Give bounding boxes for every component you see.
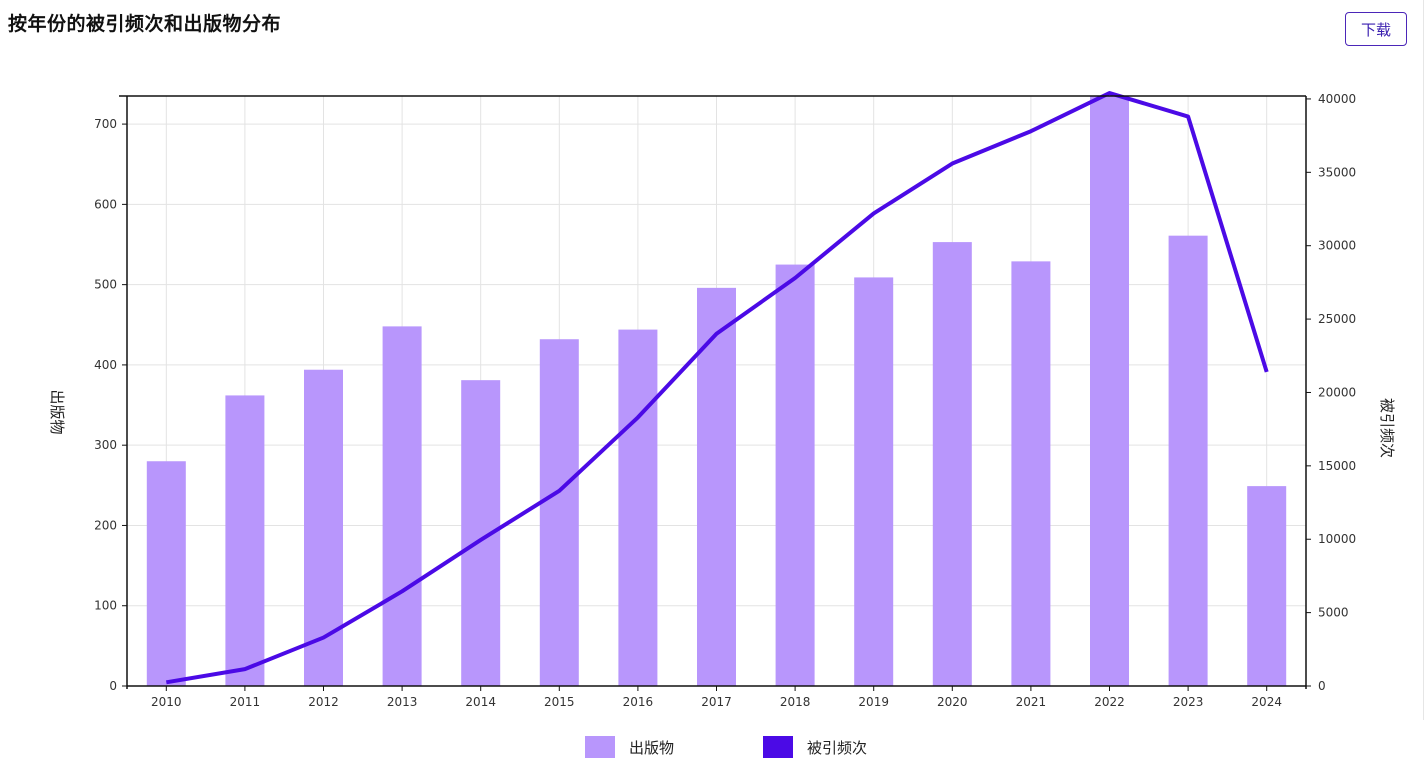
y-tick-label-right: 15000 (1318, 459, 1356, 473)
bar-series-publications (146, 96, 1287, 686)
y-tick-label-left: 400 (94, 358, 117, 372)
legend-label-publications: 出版物 (629, 738, 675, 757)
bar (697, 287, 736, 686)
y-tick-label-left: 300 (94, 438, 117, 452)
x-tick-label: 2018 (780, 695, 811, 709)
bar (932, 242, 972, 686)
x-tick-label: 2015 (544, 695, 575, 709)
x-tick-label: 2013 (387, 695, 418, 709)
y-tick-label-right: 5000 (1318, 606, 1349, 620)
x-tick-label: 2011 (230, 695, 261, 709)
bar (1168, 235, 1208, 686)
y-tick-label-left: 200 (94, 518, 117, 532)
x-tick-label: 2017 (701, 695, 732, 709)
combo-chart: 0 100 200 300 400 500 600 700 0 5000 10000 15000 200… (48, 91, 1396, 709)
y-axis-right-title: 被引频次 (1378, 398, 1396, 458)
x-tick-label: 2022 (1094, 695, 1125, 709)
y-tick-label-right: 0 (1318, 679, 1326, 693)
legend-item-publications[interactable]: 出版物 (585, 734, 674, 760)
download-button[interactable]: 下载 (1345, 12, 1407, 46)
chart-title: 按年份的被引频次和出版物分布 (8, 13, 282, 35)
y-tick-label-left: 600 (94, 197, 117, 211)
bar (1090, 96, 1129, 686)
y-tick-label-right: 35000 (1318, 165, 1356, 179)
y-tick-label-right: 30000 (1318, 239, 1356, 253)
x-tick-label: 2010 (151, 695, 182, 709)
x-tick-label: 2012 (308, 695, 339, 709)
legend-swatch-bar (585, 736, 615, 758)
bar (304, 369, 343, 686)
axes (119, 95, 1311, 691)
legend-swatch-line (763, 736, 793, 758)
legend-item-citations[interactable]: 被引频次 (763, 734, 867, 760)
x-tick-label: 2023 (1173, 695, 1204, 709)
bar (539, 339, 579, 686)
bar (854, 277, 894, 686)
y-tick-label-right: 10000 (1318, 532, 1356, 546)
y-axis-left-title: 出版物 (48, 389, 66, 434)
x-tick-label: 2019 (858, 695, 889, 709)
bar (1011, 261, 1051, 686)
legend: 出版物 被引频次 (0, 734, 1425, 760)
y-tick-label-right: 20000 (1318, 385, 1356, 399)
y-tick-label-right: 40000 (1318, 92, 1356, 106)
x-tick-label: 2024 (1251, 695, 1282, 709)
x-tick-label: 2020 (937, 695, 968, 709)
line-series-citations (165, 91, 1269, 685)
tick-labels: 0 100 200 300 400 500 600 700 0 5000 10000 15000 200… (94, 92, 1356, 709)
y-tick-label-left: 500 (94, 278, 117, 292)
bar (225, 395, 265, 686)
panel-divider (1423, 0, 1424, 720)
x-tick-label: 2016 (623, 695, 654, 709)
y-tick-label-left: 100 (94, 599, 117, 613)
x-tick-label: 2021 (1016, 695, 1047, 709)
y-tick-label-left: 700 (94, 117, 117, 131)
x-tick-label: 2014 (465, 695, 496, 709)
bar (146, 461, 186, 686)
y-tick-label-left: 0 (109, 679, 117, 693)
y-tick-label-right: 25000 (1318, 312, 1356, 326)
bar (382, 326, 422, 686)
bar (618, 329, 658, 686)
legend-label-citations: 被引频次 (807, 738, 868, 757)
bar (1247, 486, 1287, 686)
bar (775, 264, 815, 686)
